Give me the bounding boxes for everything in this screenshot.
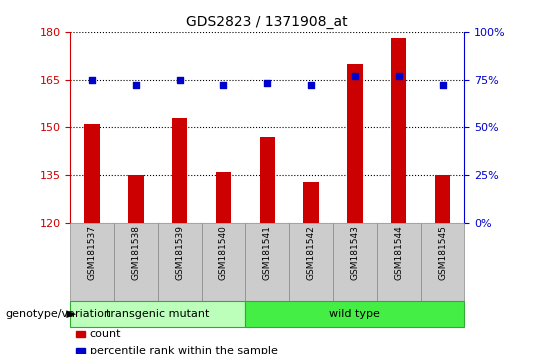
Point	[88, 77, 97, 82]
Point	[176, 77, 184, 82]
Bar	[347, 64, 362, 223]
Bar	[435, 175, 450, 223]
Text: GSM181539: GSM181539	[175, 225, 184, 280]
Text: GSM181542: GSM181542	[307, 225, 315, 280]
Bar	[216, 172, 231, 223]
Text: wild type: wild type	[329, 309, 380, 319]
Text: GSM181538: GSM181538	[131, 225, 140, 280]
Text: GSM181541: GSM181541	[263, 225, 272, 280]
Point	[307, 82, 315, 88]
Text: genotype/variation: genotype/variation	[5, 309, 111, 319]
Title: GDS2823 / 1371908_at: GDS2823 / 1371908_at	[186, 16, 348, 29]
Text: transgenic mutant: transgenic mutant	[106, 309, 210, 319]
Bar	[84, 124, 100, 223]
Bar	[303, 182, 319, 223]
Text: GSM181543: GSM181543	[350, 225, 360, 280]
Point	[219, 82, 228, 88]
Text: GSM181544: GSM181544	[394, 225, 403, 280]
Point	[263, 81, 272, 86]
Text: GSM181540: GSM181540	[219, 225, 228, 280]
Text: GSM181537: GSM181537	[87, 225, 97, 280]
Point	[394, 73, 403, 79]
Text: GSM181545: GSM181545	[438, 225, 447, 280]
Point	[438, 82, 447, 88]
Point	[350, 73, 359, 79]
Bar	[172, 118, 187, 223]
Bar	[260, 137, 275, 223]
Point	[132, 82, 140, 88]
Bar	[391, 38, 407, 223]
Text: count: count	[90, 329, 121, 339]
Bar	[128, 175, 144, 223]
Text: percentile rank within the sample: percentile rank within the sample	[90, 346, 278, 354]
